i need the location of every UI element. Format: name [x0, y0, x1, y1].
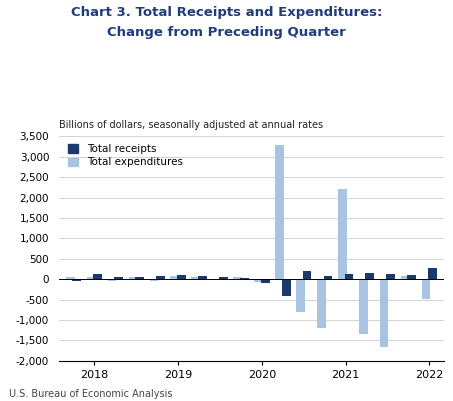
Bar: [212, 279, 221, 280]
Bar: [282, 279, 290, 296]
Bar: [317, 279, 326, 328]
Legend: Total receipts, Total expenditures: Total receipts, Total expenditures: [68, 144, 183, 168]
Bar: [296, 279, 305, 312]
Bar: [386, 274, 395, 279]
Bar: [345, 274, 353, 279]
Bar: [135, 277, 144, 279]
Bar: [72, 279, 81, 281]
Bar: [380, 279, 389, 346]
Bar: [177, 275, 186, 279]
Bar: [323, 276, 333, 279]
Bar: [149, 279, 158, 281]
Bar: [303, 271, 312, 279]
Bar: [108, 279, 116, 281]
Bar: [359, 279, 367, 334]
Bar: [191, 277, 200, 279]
Bar: [400, 276, 410, 279]
Text: U.S. Bureau of Economic Analysis: U.S. Bureau of Economic Analysis: [9, 389, 173, 399]
Bar: [428, 268, 437, 279]
Bar: [219, 277, 228, 279]
Bar: [422, 279, 430, 299]
Bar: [366, 273, 374, 279]
Bar: [338, 189, 347, 279]
Bar: [114, 277, 123, 279]
Bar: [254, 279, 263, 282]
Bar: [198, 276, 207, 279]
Text: Chart 3. Total Receipts and Expenditures:: Chart 3. Total Receipts and Expenditures…: [71, 6, 382, 19]
Bar: [93, 274, 102, 279]
Bar: [129, 277, 137, 279]
Bar: [66, 277, 75, 279]
Text: Billions of dollars, seasonally adjusted at annual rates: Billions of dollars, seasonally adjusted…: [59, 120, 323, 130]
Bar: [87, 277, 96, 279]
Bar: [233, 277, 242, 279]
Bar: [275, 144, 284, 279]
Text: Change from Preceding Quarter: Change from Preceding Quarter: [107, 26, 346, 39]
Bar: [240, 278, 249, 279]
Bar: [156, 276, 165, 279]
Bar: [261, 279, 270, 283]
Bar: [407, 275, 416, 279]
Bar: [170, 276, 179, 279]
